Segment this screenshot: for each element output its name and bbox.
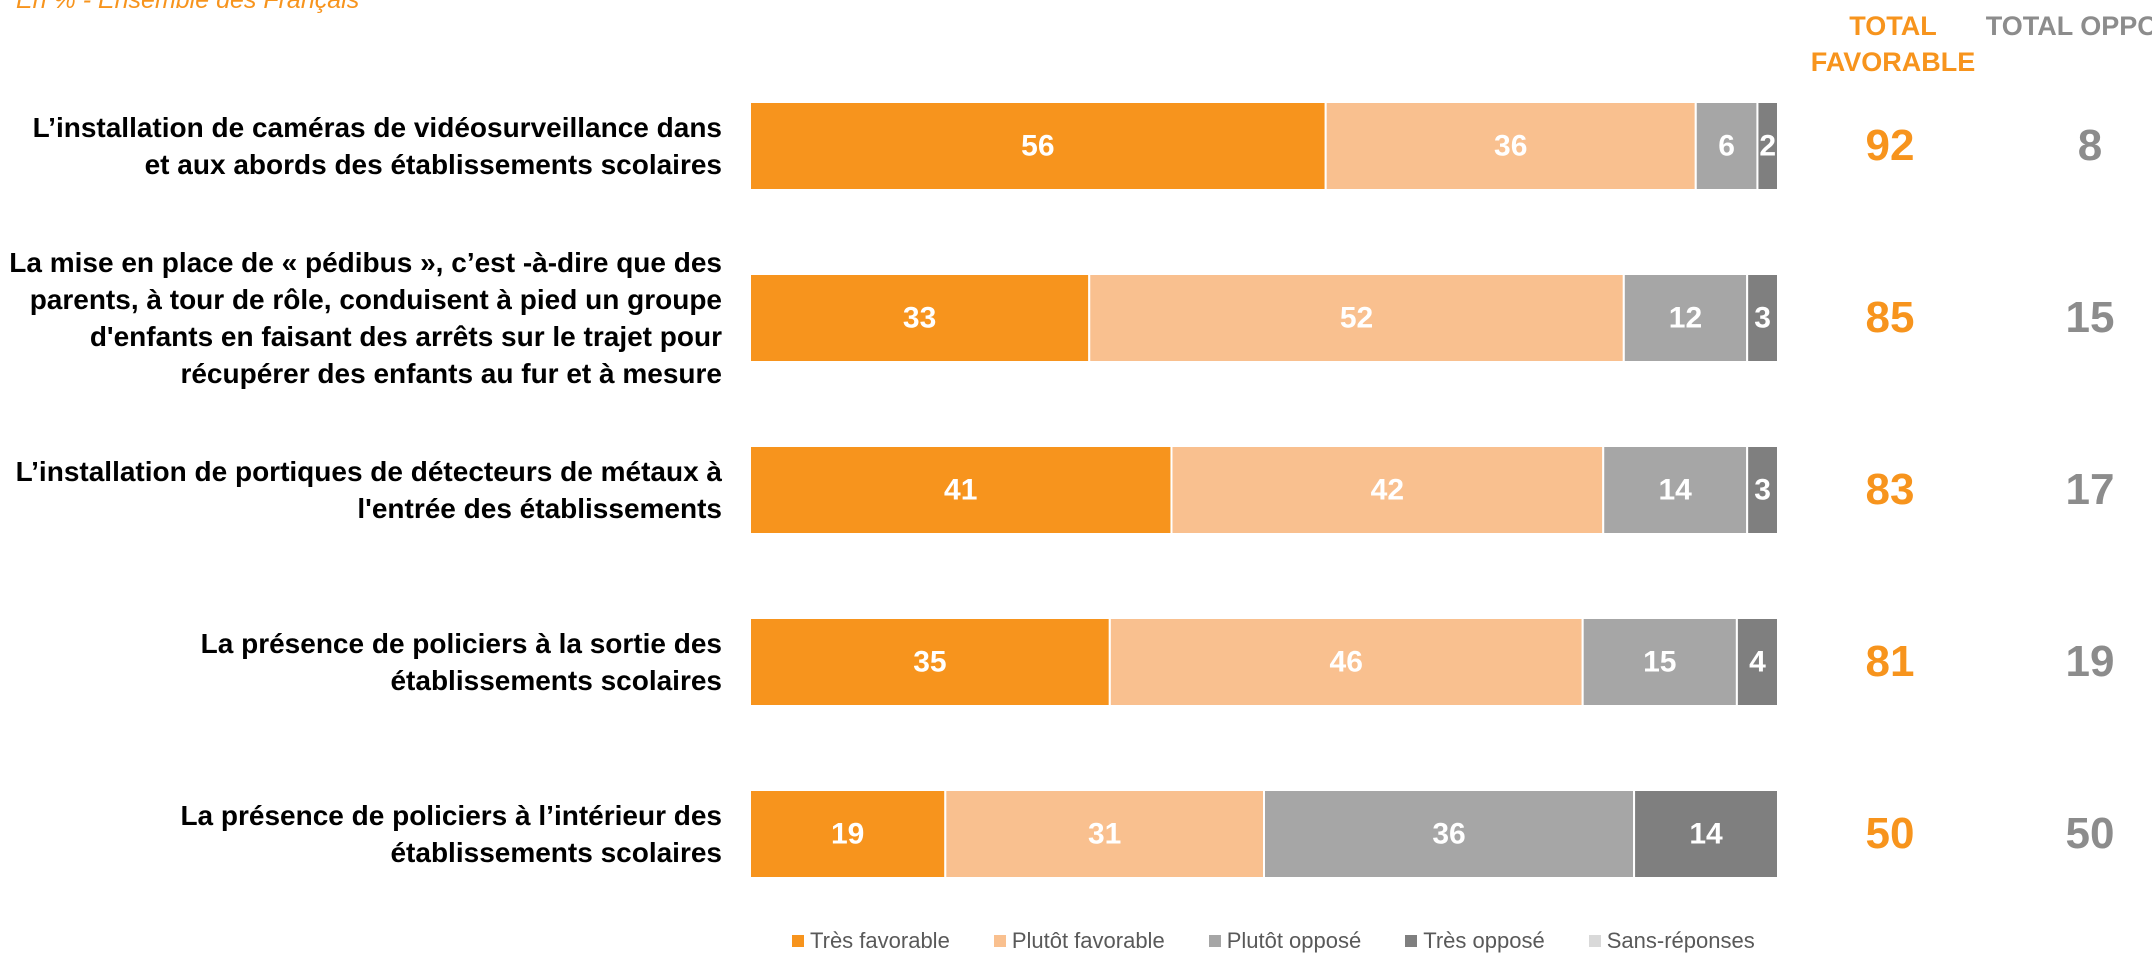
bar-label-tres-favorable-row-2: 33 [903, 302, 936, 335]
total-oppose-3: 17 [2065, 465, 2115, 514]
total-favorable-4: 81 [1865, 637, 1915, 686]
total-oppose-header: TOTAL OPPOSE [1985, 11, 2152, 41]
bar-label-tres-favorable-row-1: 56 [1021, 130, 1054, 163]
legend-item-sans-reponses: Sans-réponses [1588, 928, 1755, 954]
bar-tres-favorable-row-4 [749, 617, 1111, 707]
total-favorable-header: TOTAL FAVORABLE [1810, 11, 1976, 77]
bar-tres-oppose-row-5 [1633, 789, 1779, 879]
legend-item-tres-favorable: Très favorable [792, 928, 950, 954]
legend-swatch-sans-reponses [1588, 935, 1601, 947]
bar-label-plutot-favorable-row-3: 42 [1371, 474, 1404, 507]
bar-label-tres-oppose-row-3: 3 [1754, 474, 1771, 507]
legend-label-tres-oppose: Très opposé [1423, 928, 1545, 953]
bar-plutot-oppose-row-4 [1581, 617, 1738, 707]
total-favorable-1: 92 [1865, 121, 1915, 170]
row-label-3: L’installation de portiques de détecteur… [15, 456, 722, 524]
bar-label-tres-favorable-row-5: 19 [831, 818, 864, 851]
bar-plutot-oppose-row-3 [1602, 445, 1749, 535]
total-oppose-1: 8 [2077, 121, 2103, 170]
legend-swatch-tres-favorable [792, 935, 804, 947]
bar-label-plutot-favorable-row-1: 36 [1494, 130, 1527, 163]
bar-label-tres-oppose-row-1: 2 [1759, 130, 1776, 163]
bar-label-plutot-oppose-row-3: 14 [1659, 474, 1693, 507]
bar-label-plutot-favorable-row-5: 31 [1088, 818, 1121, 851]
total-oppose-5: 50 [2065, 809, 2115, 858]
chart-subtitle: En % - Ensemble des Français [16, 0, 360, 14]
legend-label-plutot-oppose: Plutôt opposé [1226, 928, 1362, 953]
legend-label-plutot-favorable: Plutôt favorable [1011, 928, 1165, 953]
chart-legend: Très favorable Plutôt favorable Plutôt o… [792, 928, 1755, 954]
bar-tres-favorable-row-1 [749, 101, 1327, 191]
bar-tres-favorable-row-5 [749, 789, 947, 879]
total-oppose-2: 15 [2065, 293, 2115, 342]
bar-label-tres-oppose-row-2: 3 [1754, 302, 1771, 335]
legend-label-sans-reponses: Sans-réponses [1606, 928, 1755, 953]
total-oppose-4: 19 [2065, 637, 2115, 686]
row-label-4: La présence de policiers à la sortie des… [200, 628, 722, 696]
bar-plutot-favorable-row-4 [1108, 617, 1584, 707]
bar-label-plutot-favorable-row-2: 52 [1340, 302, 1373, 335]
bar-tres-favorable-row-2 [749, 273, 1091, 363]
total-favorable-2: 85 [1865, 293, 1915, 342]
bar-tres-oppose-row-2 [1746, 273, 1780, 363]
bar-label-tres-favorable-row-4: 35 [913, 646, 946, 679]
bar-label-plutot-oppose-row-2: 12 [1669, 302, 1702, 335]
total-favorable-3: 83 [1865, 465, 1915, 514]
bar-plutot-oppose-row-2 [1622, 273, 1749, 363]
legend-item-plutot-favorable: Plutôt favorable [993, 928, 1165, 954]
legend-swatch-plutot-oppose [1208, 935, 1221, 947]
bar-tres-oppose-row-4 [1735, 617, 1780, 707]
row-label-1: L’installation de caméras de vidéosurvei… [32, 112, 722, 180]
bar-label-plutot-oppose-row-4: 15 [1643, 646, 1676, 679]
total-favorable-5: 50 [1865, 809, 1915, 858]
bar-label-tres-oppose-row-5: 14 [1689, 818, 1723, 851]
legend-label-tres-favorable: Très favorable [810, 928, 950, 953]
bar-tres-oppose-row-1 [1756, 101, 1779, 191]
bar-plutot-favorable-row-1 [1324, 101, 1697, 191]
bar-label-plutot-favorable-row-4: 46 [1330, 646, 1363, 679]
legend-swatch-tres-oppose [1405, 935, 1418, 947]
bar-tres-oppose-row-3 [1746, 445, 1780, 535]
bar-plutot-oppose-row-5 [1263, 789, 1636, 879]
bar-label-tres-favorable-row-3: 41 [944, 474, 977, 507]
bar-plutot-favorable-row-3 [1170, 445, 1605, 535]
bar-label-plutot-oppose-row-5: 36 [1432, 818, 1465, 851]
row-label-5: La présence de policiers à l’intérieur d… [180, 800, 722, 868]
bar-plutot-favorable-row-5 [944, 789, 1265, 879]
bar-label-tres-oppose-row-4: 4 [1749, 646, 1766, 679]
legend-swatch-plutot-favorable [993, 935, 1006, 947]
legend-item-tres-oppose: Très opposé [1405, 928, 1545, 954]
bar-label-plutot-oppose-row-1: 6 [1718, 130, 1735, 163]
legend-item-plutot-oppose: Plutôt opposé [1208, 928, 1362, 954]
row-label-2: La mise en place de « pédibus », c’est -… [9, 247, 722, 389]
